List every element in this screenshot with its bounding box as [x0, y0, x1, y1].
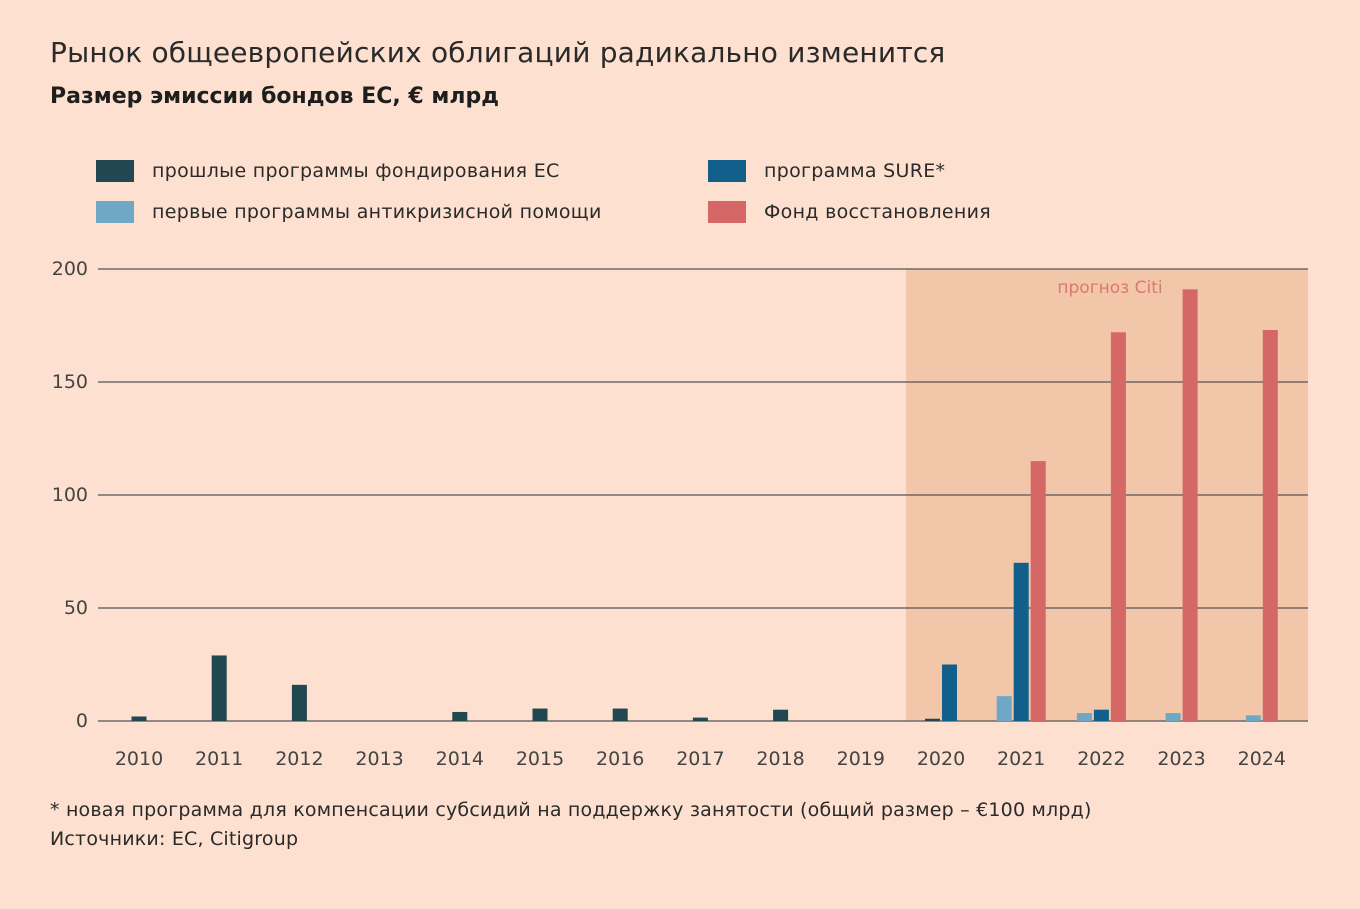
bar-2024-series-1 [1245, 715, 1261, 721]
bar-2018-series-0 [773, 709, 789, 721]
x-tick-label: 2016 [596, 748, 644, 770]
x-tick-label: 2019 [837, 748, 885, 770]
bar-2023-series-1 [1165, 713, 1181, 721]
x-tick-label: 2020 [917, 748, 965, 770]
bar-2012-series-0 [291, 684, 307, 721]
forecast-label: прогноз Citi [1057, 278, 1162, 298]
bar-2021-series-3 [1030, 461, 1046, 721]
legend-swatch-past [96, 160, 134, 182]
legend-item-crisis-programs: первые программы антикризисной помощи [96, 201, 602, 223]
bar-2022-series-2 [1093, 709, 1109, 721]
x-axis-ticks: 2010 2011 2012 2013 2014 2015 2016 2017 2018 2019… [115, 748, 1286, 770]
legend-item-recovery-fund: Фонд восстановления [708, 201, 991, 223]
x-tick-label: 2012 [275, 748, 323, 770]
legend: прошлые программы фондирования ЕС первые… [96, 160, 1096, 240]
x-tick-label: 2011 [195, 748, 243, 770]
bar-2020-series-2 [942, 664, 957, 721]
x-tick-label: 2021 [997, 748, 1045, 770]
y-axis-ticks: 0 50 100 150 200 [52, 258, 88, 732]
x-tick-label: 2018 [756, 748, 804, 770]
source-note: Источники: ЕС, Citigroup [50, 828, 299, 850]
bar-2023-series-3 [1182, 289, 1198, 721]
legend-swatch-sure [708, 160, 746, 182]
chart-title: Рынок общеевропейских облигаций радикаль… [50, 36, 946, 69]
bar-2021-series-1 [996, 696, 1012, 721]
bar-2010-series-0 [131, 716, 147, 721]
footnote: * новая программа для компенсации субсид… [50, 799, 1092, 821]
bar-2022-series-3 [1110, 332, 1126, 721]
x-tick-label: 2022 [1077, 748, 1125, 770]
x-tick-label: 2014 [436, 748, 484, 770]
bar-2024-series-3 [1262, 330, 1278, 721]
bar-2016-series-0 [612, 708, 628, 721]
x-tick-label: 2023 [1157, 748, 1205, 770]
y-tick-label: 50 [64, 597, 88, 619]
y-tick-label: 0 [76, 710, 88, 732]
chart-subtitle: Размер эмиссии бондов ЕС, € млрд [50, 84, 499, 109]
legend-item-past-programs: прошлые программы фондирования ЕС [96, 160, 560, 182]
x-tick-label: 2013 [355, 748, 403, 770]
legend-label-recovery: Фонд восстановления [764, 201, 991, 223]
legend-swatch-crisis [96, 201, 134, 223]
y-tick-label: 150 [52, 371, 88, 393]
legend-item-sure: программа SURE* [708, 160, 945, 182]
bar-2022-series-1 [1076, 713, 1092, 721]
x-tick-label: 2024 [1238, 748, 1286, 770]
legend-label-past: прошлые программы фондирования ЕС [152, 160, 560, 182]
x-tick-label: 2017 [676, 748, 724, 770]
x-tick-label: 2015 [516, 748, 564, 770]
legend-swatch-recovery [708, 201, 746, 223]
legend-label-sure: программа SURE* [764, 160, 946, 182]
y-tick-label: 100 [52, 484, 88, 506]
bar-2011-series-0 [211, 655, 227, 721]
bar-2015-series-0 [532, 708, 548, 721]
bars [131, 289, 1278, 721]
legend-label-crisis: первые программы антикризисной помощи [152, 201, 602, 223]
x-tick-label: 2010 [115, 748, 163, 770]
bar-2017-series-0 [692, 717, 708, 721]
bar-2021-series-2 [1013, 562, 1029, 721]
bar-2020-series-0 [925, 718, 940, 721]
y-tick-label: 200 [52, 258, 88, 280]
bar-2014-series-0 [452, 711, 468, 721]
